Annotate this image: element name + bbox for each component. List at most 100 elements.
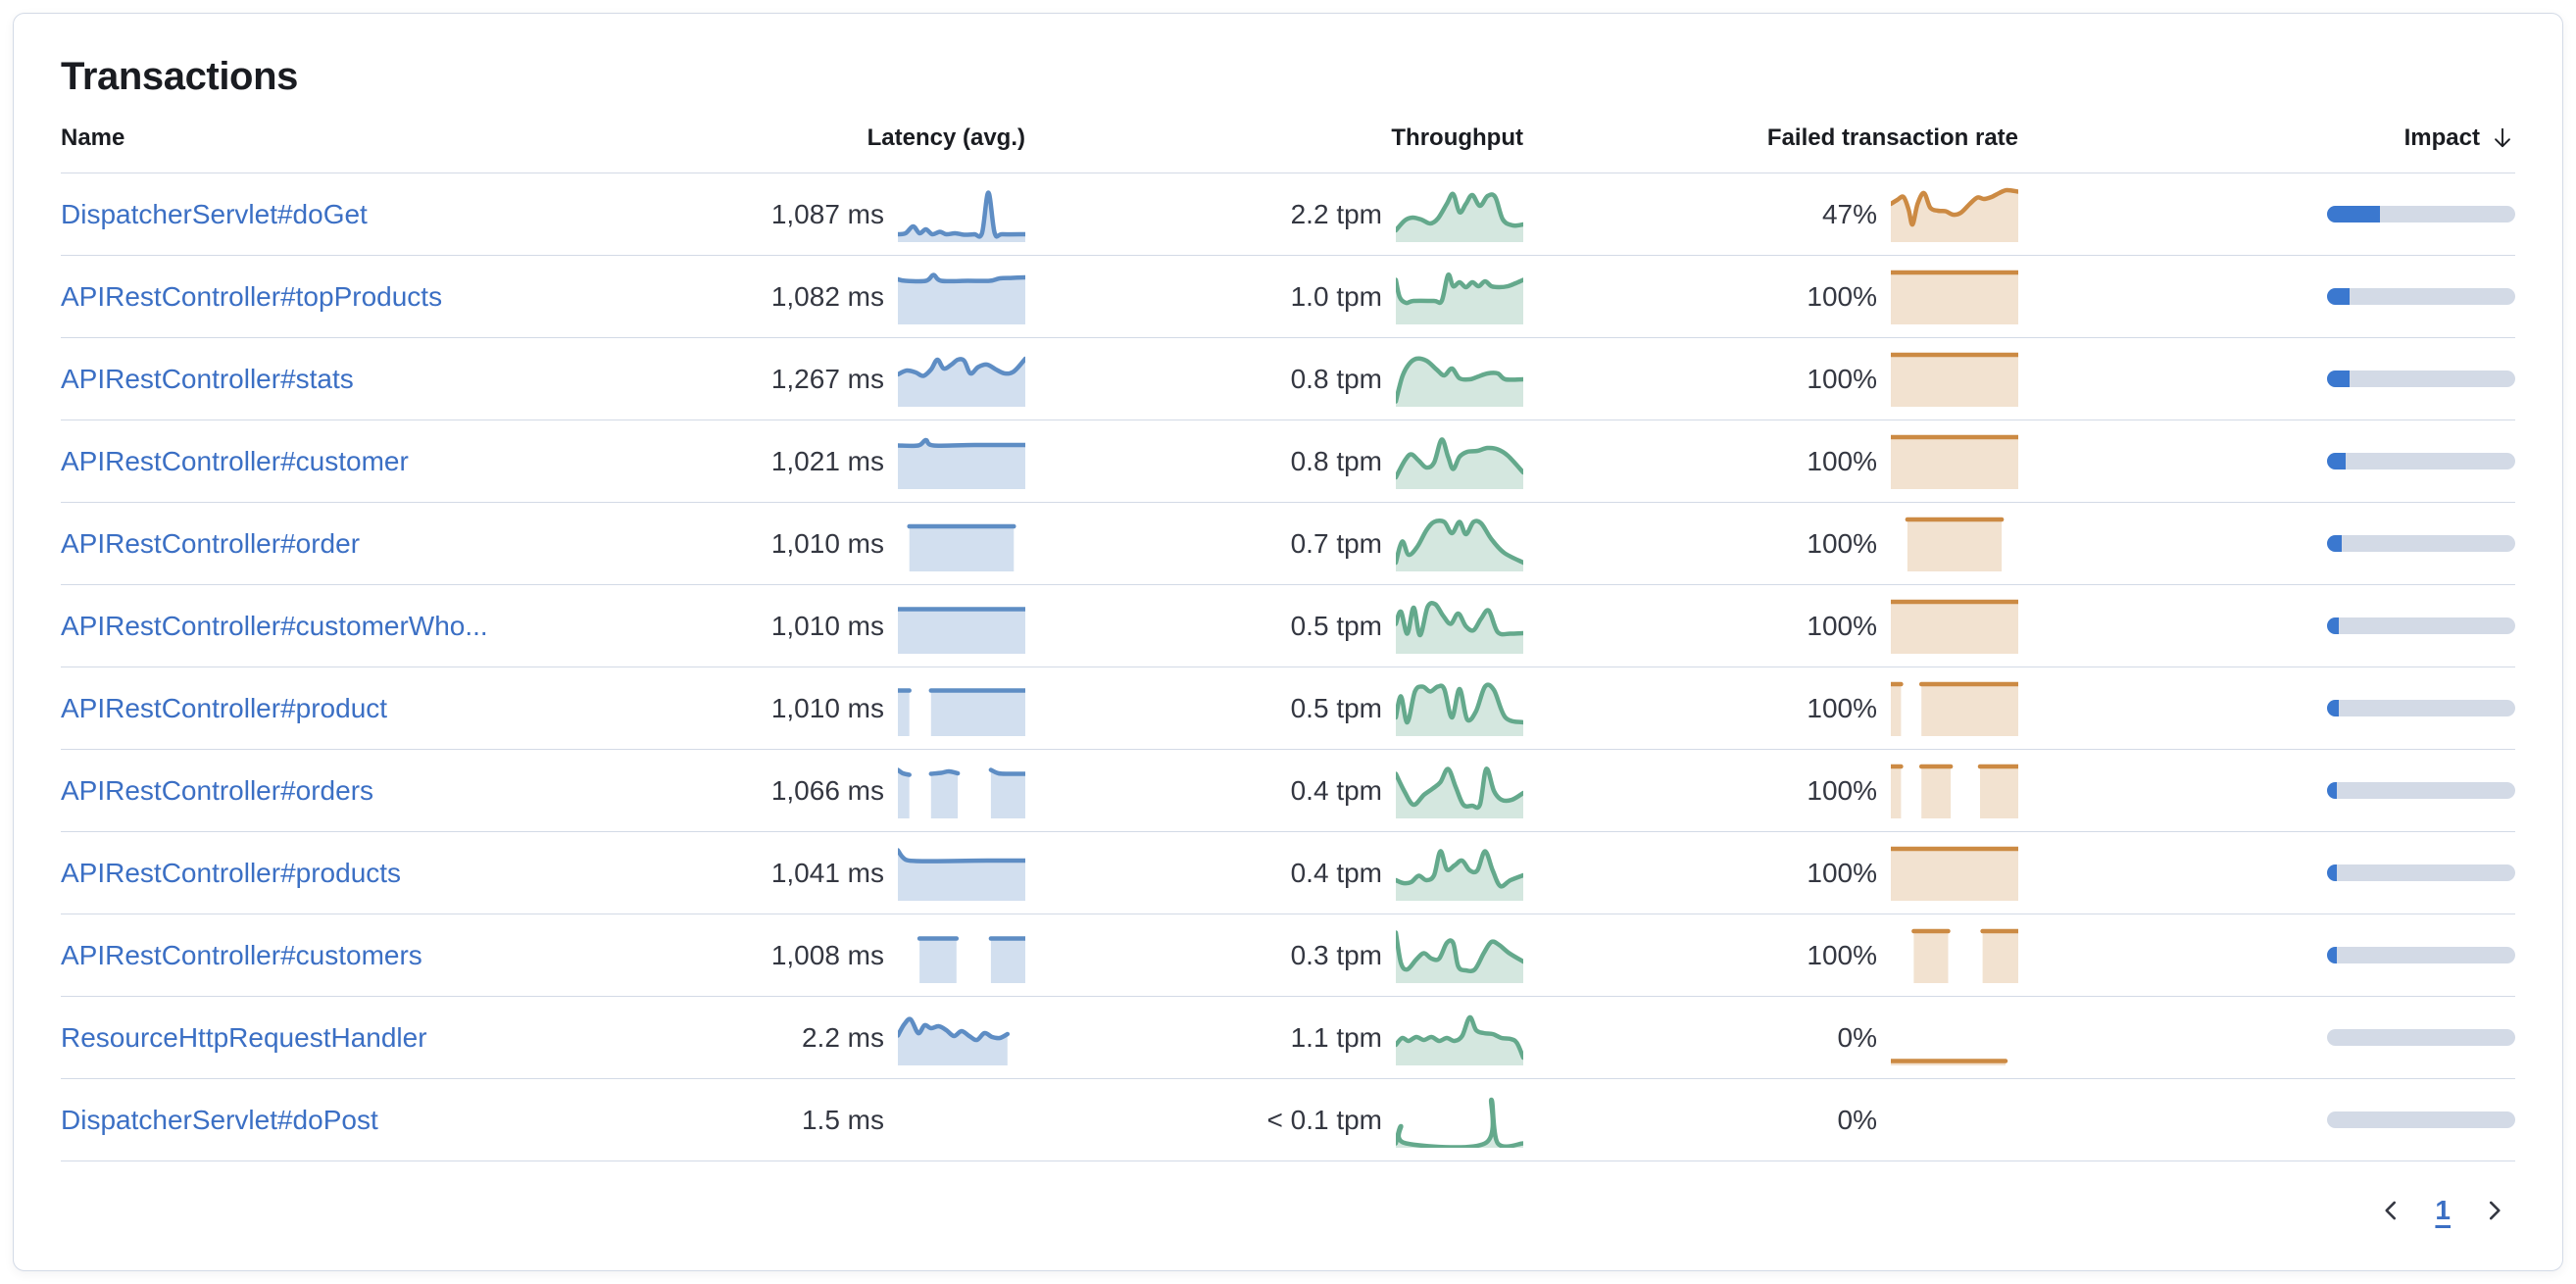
throughput-value: 0.5 tpm: [1290, 692, 1382, 723]
throughput-value: 0.3 tpm: [1290, 939, 1382, 970]
latency-cell: 1,267 ms: [752, 352, 1025, 407]
throughput-cell: 0.3 tpm: [1025, 928, 1523, 983]
failed-rate-sparkline: [1891, 764, 2018, 818]
failed-rate-cell: 0%: [1523, 1093, 2018, 1148]
throughput-cell: 0.8 tpm: [1025, 434, 1523, 489]
transaction-link[interactable]: APIRestController#stats: [61, 363, 354, 394]
throughput-cell: 0.4 tpm: [1025, 846, 1523, 901]
table-row: APIRestController#topProducts 1,082 ms 1…: [61, 256, 2515, 338]
throughput-value: 1.1 tpm: [1290, 1021, 1382, 1053]
failed-rate-value: 100%: [1807, 280, 1877, 312]
latency-value: 1.5 ms: [801, 1104, 884, 1135]
transaction-link[interactable]: APIRestController#products: [61, 857, 402, 888]
failed-rate-value: 0%: [1837, 1021, 1877, 1053]
failed-rate-sparkline: [1905, 517, 2005, 571]
column-header-name[interactable]: Name: [61, 124, 125, 151]
latency-cell: 1.5 ms: [752, 1093, 1025, 1148]
impact-bar-fill: [2327, 700, 2339, 716]
pagination-next-button[interactable]: [2480, 1196, 2509, 1225]
throughput-cell: 0.7 tpm: [1025, 517, 1523, 571]
failed-rate-sparkline: [1891, 187, 2018, 242]
failed-rate-value: 100%: [1807, 363, 1877, 394]
failed-rate-sparkline: [1891, 1093, 2018, 1148]
failed-rate-value: 47%: [1821, 198, 1877, 229]
throughput-value: 0.8 tpm: [1290, 445, 1382, 476]
latency-cell: 1,010 ms: [752, 517, 1025, 571]
impact-cell: [2018, 782, 2515, 799]
latency-sparkline: [898, 606, 1025, 654]
column-header-impact-label: Impact: [2403, 124, 2480, 151]
throughput-sparkline: [1396, 1097, 1523, 1148]
latency-cell: 2.2 ms: [752, 1011, 1025, 1065]
throughput-sparkline: [1396, 765, 1523, 818]
impact-bar: [2327, 700, 2515, 716]
latency-sparkline: [898, 272, 1025, 324]
failed-rate-cell: 100%: [1523, 928, 2018, 983]
table-row: DispatcherServlet#doGet 1,087 ms 2.2 tpm…: [61, 173, 2515, 256]
failed-rate-value: 100%: [1807, 527, 1877, 559]
column-header-failed-rate[interactable]: Failed transaction rate: [1766, 124, 2018, 151]
failed-rate-value: 100%: [1807, 857, 1877, 888]
impact-cell: [2018, 947, 2515, 963]
name-cell: APIRestController#customer: [61, 446, 752, 477]
impact-bar: [2327, 617, 2515, 634]
impact-bar-fill: [2327, 288, 2351, 305]
failed-rate-sparkline: [1891, 270, 2018, 324]
transaction-link[interactable]: DispatcherServlet#doGet: [61, 198, 368, 229]
pagination-page-1[interactable]: 1: [2435, 1195, 2451, 1225]
transactions-table: Name Latency (avg.) Throughput Failed tr…: [61, 123, 2515, 1161]
latency-cell: 1,041 ms: [752, 846, 1025, 901]
impact-bar: [2327, 535, 2515, 552]
failed-rate-sparkline: [1891, 1058, 2008, 1065]
latency-sparkline: [898, 766, 1025, 818]
latency-cell: 1,010 ms: [752, 599, 1025, 654]
failed-rate-cell: 100%: [1523, 681, 2018, 736]
throughput-value: 2.2 tpm: [1290, 198, 1382, 229]
throughput-sparkline: [1396, 191, 1523, 242]
failed-rate-sparkline: [1891, 846, 2018, 901]
throughput-value: 0.4 tpm: [1290, 774, 1382, 806]
latency-sparkline: [898, 687, 1025, 736]
latency-sparkline: [898, 189, 1025, 242]
transaction-link[interactable]: APIRestController#product: [61, 692, 388, 723]
transaction-link[interactable]: APIRestController#orders: [61, 774, 374, 806]
impact-bar: [2327, 288, 2515, 305]
transaction-link[interactable]: APIRestController#topProducts: [61, 280, 443, 312]
pagination: 1: [61, 1161, 2515, 1226]
panel-title: Transactions: [61, 55, 298, 98]
column-header-impact[interactable]: Impact: [2018, 123, 2515, 153]
transaction-link[interactable]: APIRestController#customers: [61, 939, 422, 970]
transaction-link[interactable]: ResourceHttpRequestHandler: [61, 1021, 427, 1053]
transaction-link[interactable]: APIRestController#customerWho...: [61, 610, 488, 641]
failed-rate-value: 100%: [1807, 774, 1877, 806]
failed-rate-cell: 100%: [1523, 846, 2018, 901]
table-row: ResourceHttpRequestHandler 2.2 ms 1.1 tp…: [61, 997, 2515, 1079]
column-header-latency[interactable]: Latency (avg.): [867, 124, 1025, 151]
latency-sparkline: [898, 1015, 1011, 1065]
name-cell: DispatcherServlet#doGet: [61, 199, 752, 230]
sort-descending-icon: [2495, 127, 2510, 148]
throughput-sparkline: [1396, 681, 1523, 736]
name-cell: DispatcherServlet#doPost: [61, 1105, 752, 1136]
name-cell: APIRestController#product: [61, 693, 752, 724]
failed-rate-cell: 47%: [1523, 187, 2018, 242]
throughput-cell: 0.4 tpm: [1025, 764, 1523, 818]
transaction-link[interactable]: APIRestController#customer: [61, 445, 409, 476]
latency-value: 2.2 ms: [801, 1021, 884, 1053]
pagination-prev-button[interactable]: [2376, 1196, 2405, 1225]
impact-cell: [2018, 535, 2515, 552]
impact-cell: [2018, 288, 2515, 305]
throughput-cell: 0.5 tpm: [1025, 681, 1523, 736]
impact-bar: [2327, 782, 2515, 799]
column-header-throughput[interactable]: Throughput: [1391, 124, 1523, 151]
failed-rate-cell: 100%: [1523, 764, 2018, 818]
impact-bar-fill: [2327, 206, 2380, 222]
transaction-link[interactable]: APIRestController#order: [61, 527, 361, 559]
latency-value: 1,010 ms: [770, 610, 884, 641]
latency-sparkline: [907, 523, 1016, 571]
throughput-sparkline: [1396, 272, 1523, 324]
failed-rate-value: 100%: [1807, 692, 1877, 723]
impact-bar: [2327, 453, 2515, 469]
transaction-link[interactable]: DispatcherServlet#doPost: [61, 1104, 378, 1135]
